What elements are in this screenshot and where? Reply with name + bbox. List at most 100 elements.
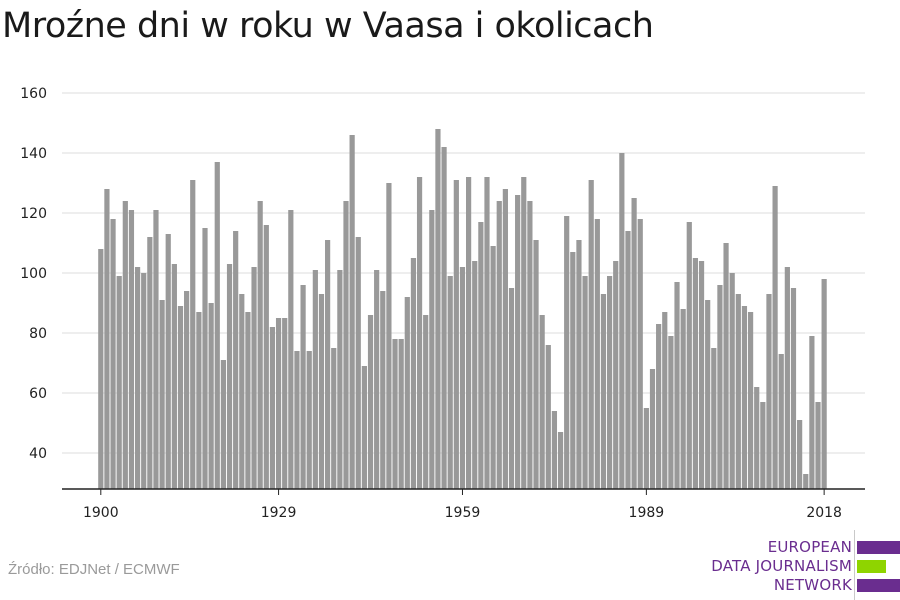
bar-1980 <box>588 180 594 489</box>
bar-1918 <box>208 303 214 489</box>
bar-1936 <box>318 294 325 489</box>
bar-1906 <box>134 267 141 489</box>
bar-1957 <box>447 276 453 489</box>
bar-1911 <box>165 234 171 489</box>
bar-1910 <box>159 300 165 489</box>
bar-1903 <box>116 276 122 489</box>
bar-1991 <box>656 324 662 489</box>
bar-1922 <box>233 231 239 489</box>
bar-2018 <box>821 279 827 489</box>
edjnet-logo: EUROPEAN DATA JOURNALISM NETWORK <box>700 530 900 600</box>
bar-1924 <box>245 312 251 489</box>
bar-1956 <box>441 147 447 489</box>
bar-1983 <box>606 276 613 489</box>
bar-1974 <box>551 411 558 489</box>
bar-1958 <box>453 180 459 489</box>
bar-1953 <box>423 315 429 489</box>
bar-1916 <box>196 312 202 489</box>
bar-2005 <box>741 306 748 489</box>
bar-1960 <box>466 177 472 489</box>
logo-bar-green <box>857 560 886 573</box>
bar-2003 <box>729 273 735 489</box>
bar-1943 <box>361 366 367 489</box>
bar-2004 <box>735 294 741 489</box>
bar-1942 <box>355 237 361 489</box>
bar-2017 <box>815 402 821 489</box>
x-tick-label: 1929 <box>261 505 297 521</box>
y-tick-label: 140 <box>20 146 47 162</box>
y-tick-label: 80 <box>29 326 47 342</box>
bar-1951 <box>410 258 417 489</box>
bar-1959 <box>459 267 466 489</box>
bar-1900 <box>98 249 104 489</box>
bar-1914 <box>184 291 190 489</box>
logo-line-1: EUROPEAN <box>767 538 852 556</box>
bar-1941 <box>349 135 355 489</box>
bar-2002 <box>723 243 729 489</box>
bar-chart: 40 60 80 100 120 140 160 1900 1929 1959 1989 2018 <box>20 86 865 521</box>
bar-1967 <box>508 288 515 489</box>
bar-1912 <box>171 264 177 489</box>
y-tick-label: 60 <box>29 386 47 402</box>
y-tick-label: 160 <box>20 86 47 102</box>
y-axis: 40 60 80 100 120 140 160 <box>20 86 47 462</box>
bar-1952 <box>416 177 423 489</box>
bar-1926 <box>257 201 263 489</box>
bar-1962 <box>478 222 484 489</box>
bar-1996 <box>686 222 692 489</box>
bar-2016 <box>809 336 815 489</box>
bar-2009 <box>766 294 772 489</box>
bar-1944 <box>367 315 374 489</box>
x-axis: 1900 1929 1959 1989 2018 <box>62 488 865 521</box>
bar-1987 <box>631 198 637 489</box>
bar-1933 <box>300 285 306 489</box>
bar-2015 <box>803 474 809 489</box>
bar-1977 <box>570 252 576 489</box>
bar-1966 <box>502 189 508 489</box>
bar-1939 <box>337 270 343 489</box>
bar-1948 <box>392 339 398 489</box>
bar-1971 <box>533 240 539 489</box>
bar-1954 <box>429 210 435 489</box>
bar-1946 <box>380 291 386 489</box>
bar-1975 <box>557 432 564 489</box>
bar-1920 <box>220 360 226 489</box>
bar-1901 <box>104 189 110 489</box>
bar-2007 <box>754 387 760 489</box>
bar-1913 <box>177 306 184 489</box>
bar-1902 <box>110 219 116 489</box>
bar-1984 <box>613 261 619 489</box>
bars <box>98 129 827 489</box>
y-tick-label: 120 <box>20 206 47 222</box>
logo-bar-purple-top <box>857 541 900 554</box>
bar-1979 <box>582 276 588 489</box>
bar-2000 <box>711 348 717 489</box>
bar-1998 <box>698 261 705 489</box>
bar-1968 <box>515 195 521 489</box>
bar-1955 <box>435 129 441 489</box>
bar-2001 <box>717 285 723 489</box>
bar-1976 <box>564 216 570 489</box>
bar-1909 <box>153 210 159 489</box>
x-tick-label: 1989 <box>629 505 665 521</box>
bar-1915 <box>190 180 196 489</box>
bar-1982 <box>600 294 607 489</box>
bar-1927 <box>263 225 269 489</box>
x-tick-label: 2018 <box>806 505 842 521</box>
bar-1938 <box>331 348 337 489</box>
bar-1992 <box>662 312 668 489</box>
bar-1945 <box>374 270 380 489</box>
bar-1989 <box>643 408 649 489</box>
bar-1935 <box>312 270 318 489</box>
bar-1995 <box>680 309 686 489</box>
bar-1969 <box>521 177 527 489</box>
bar-1905 <box>128 210 135 489</box>
bar-1921 <box>226 264 233 489</box>
bar-1923 <box>239 294 245 489</box>
bar-1986 <box>625 231 631 489</box>
x-tick-label: 1900 <box>83 505 119 521</box>
bar-1937 <box>325 240 331 489</box>
bar-1978 <box>576 240 582 489</box>
bar-1994 <box>674 282 680 489</box>
bar-1947 <box>386 183 392 489</box>
